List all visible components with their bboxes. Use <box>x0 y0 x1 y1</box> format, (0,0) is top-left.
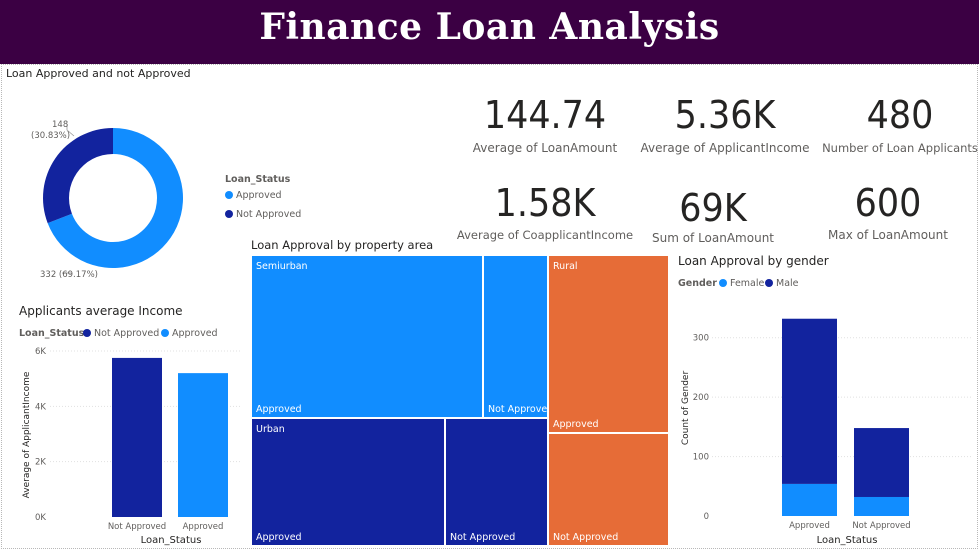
gender-x-tick: Not Approved <box>852 521 910 531</box>
kpi-value: 144.74 <box>483 93 607 137</box>
page-title: Finance Loan Analysis <box>259 6 720 48</box>
income-x-tick: Not Approved <box>108 522 166 532</box>
kpi-value: 600 <box>854 181 922 225</box>
donut-chart[interactable]: 148(30.83%) 332 (69.17%) <box>0 80 245 290</box>
gender-legend-male[interactable]: Male <box>765 278 799 289</box>
legend-dot-icon <box>719 279 727 287</box>
income-bar-chart[interactable]: 0K 2K 4K 6K Not Approved Approved Loan_Status A… <box>0 340 245 548</box>
treemap-tile-rural-approved[interactable]: Rural Approved <box>548 255 669 433</box>
donut-legend-not-approved[interactable]: Not Approved <box>225 209 301 220</box>
income-y-axis-title: Average of ApplicantIncome <box>22 371 32 498</box>
donut-leader-line <box>66 124 75 137</box>
treemap-group-label: Rural <box>553 261 578 272</box>
treemap-title: Loan Approval by property area <box>251 238 434 252</box>
donut-title: Loan Approved and not Approved <box>6 67 191 80</box>
gender-y-tick: 0 <box>704 512 709 522</box>
gender-x-axis-title: Loan_Status <box>817 535 878 546</box>
treemap-tile-label: Not Approved <box>488 404 554 415</box>
donut-data-label: 148 <box>52 120 68 130</box>
kpi-value: 480 <box>866 93 934 137</box>
gender-y-tick: 200 <box>693 393 709 403</box>
gender-bar-male[interactable] <box>782 318 837 484</box>
treemap-tile-urban-approved[interactable]: Urban Approved <box>251 418 445 546</box>
treemap-tile-rural-not-approved[interactable]: Not Approved <box>548 433 669 546</box>
income-bar[interactable] <box>112 357 162 517</box>
treemap-tile-semiurban-approved[interactable]: Semiurban Approved <box>251 255 483 418</box>
income-y-tick: 2K <box>35 458 46 468</box>
gender-bar-female[interactable] <box>782 483 837 516</box>
report-header: Finance Loan Analysis <box>0 0 979 64</box>
donut-slice-not-approved[interactable] <box>42 128 113 224</box>
income-x-axis-title: Loan_Status <box>141 535 202 546</box>
gender-y-tick: 100 <box>693 453 709 463</box>
kpi-label: Average of ApplicantIncome <box>640 141 810 155</box>
kpi-value: 69K <box>679 186 747 230</box>
income-legend-title: Loan_Status <box>19 328 85 339</box>
gender-title: Loan Approval by gender <box>678 254 829 268</box>
kpi-value: 5.36K <box>674 93 776 137</box>
donut-legend-approved[interactable]: Approved <box>225 190 282 201</box>
treemap-tile-label: Not Approved <box>553 532 619 543</box>
income-y-tick: 4K <box>35 402 46 412</box>
kpi-label: Average of LoanAmount <box>472 141 618 155</box>
income-legend-not-approved[interactable]: Not Approved <box>83 328 159 339</box>
kpi-label: Sum of LoanAmount <box>651 231 775 245</box>
kpi-label: Number of Loan Applicants <box>822 141 978 155</box>
report-canvas <box>1 64 978 549</box>
gender-legend-female[interactable]: Female <box>719 278 764 289</box>
treemap-tile-urban-not-approved[interactable]: Not Approved <box>445 418 548 546</box>
treemap-chart[interactable]: Semiurban Approved Not Approved Urban Approv… <box>251 255 669 546</box>
legend-dot-icon <box>225 210 233 218</box>
treemap-tile-label: Approved <box>553 419 599 430</box>
legend-dot-icon <box>83 329 91 337</box>
treemap-tile-label: Approved <box>256 404 302 415</box>
treemap-tile-semiurban-not-approved[interactable]: Not Approved <box>483 255 553 418</box>
income-legend-approved[interactable]: Approved <box>161 328 218 339</box>
income-title: Applicants average Income <box>19 304 183 318</box>
income-x-tick: Approved <box>183 522 224 532</box>
income-bar[interactable] <box>178 373 228 517</box>
kpi-label: Average of CoapplicantIncome <box>456 228 634 242</box>
gender-y-axis-title: Count of Gender <box>681 371 691 446</box>
kpi-value: 1.58K <box>494 181 596 225</box>
donut-data-label: (30.83%) <box>31 131 70 141</box>
treemap-tile-label: Not Approved <box>450 532 516 543</box>
gender-bar-female[interactable] <box>854 496 909 516</box>
gender-bar-male[interactable] <box>854 428 909 497</box>
legend-dot-icon <box>225 191 233 199</box>
income-y-tick: 6K <box>35 347 46 357</box>
donut-data-label: 332 (69.17%) <box>40 270 98 280</box>
treemap-group-label: Urban <box>256 424 285 435</box>
treemap-group-label: Semiurban <box>256 261 308 272</box>
treemap-tile-label: Approved <box>256 532 302 543</box>
income-y-tick: 0K <box>35 513 46 523</box>
gender-x-tick: Approved <box>789 521 830 531</box>
legend-dot-icon <box>161 329 169 337</box>
gender-legend-title: Gender <box>678 278 717 289</box>
gender-y-tick: 300 <box>693 334 709 344</box>
donut-legend-title: Loan_Status <box>225 174 291 185</box>
legend-dot-icon <box>765 279 773 287</box>
donut-slice-approved[interactable] <box>47 128 183 268</box>
kpi-label: Max of LoanAmount <box>828 228 948 242</box>
gender-bar-chart[interactable]: 0 100 200 300 Approved Not Approved Loan_Statu… <box>672 290 977 548</box>
